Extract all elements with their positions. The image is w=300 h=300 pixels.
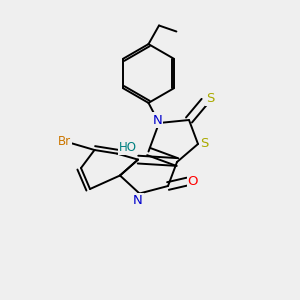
Text: HO: HO [119, 141, 137, 154]
Text: N: N [153, 113, 162, 127]
Text: N: N [133, 194, 143, 207]
Text: Br: Br [58, 135, 71, 148]
Text: O: O [188, 175, 198, 188]
Text: S: S [200, 137, 209, 150]
Text: S: S [206, 92, 215, 105]
